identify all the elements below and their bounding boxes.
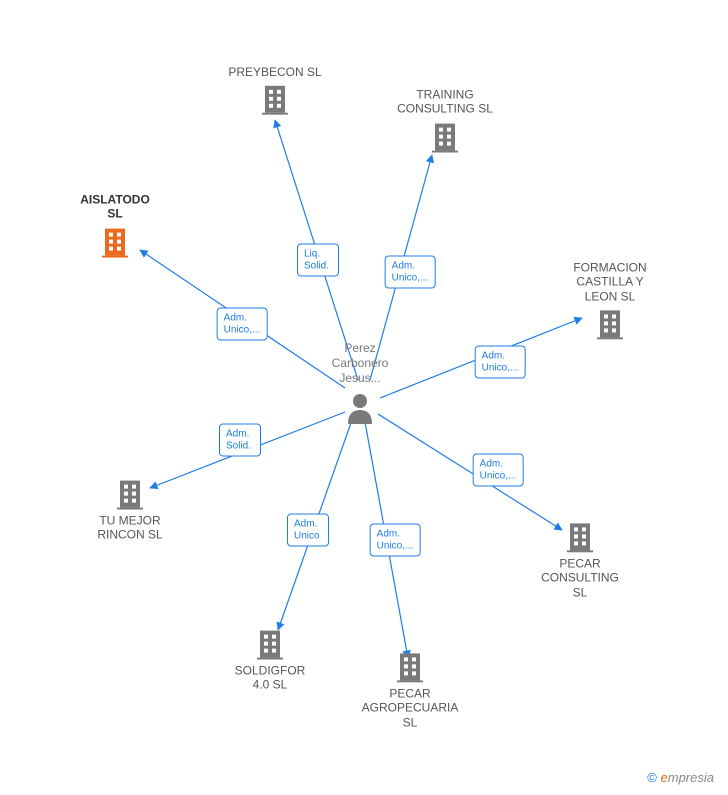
company-node-label: PREYBECON SL	[220, 65, 330, 79]
company-node-label: FORMACIONCASTILLA YLEON SL	[555, 260, 665, 303]
company-node-preybecon[interactable]: PREYBECON SL	[220, 65, 330, 115]
company-node-pecarcons[interactable]: PECARCONSULTINGSL	[525, 520, 635, 599]
edge-label-preybecon: Liq.Solid.	[297, 244, 339, 277]
copyright-symbol: ©	[647, 770, 657, 785]
building-icon	[259, 83, 291, 115]
company-node-aislatodo[interactable]: AISLATODOSL	[60, 193, 170, 258]
company-node-tumejor[interactable]: TU MEJORRINCON SL	[75, 478, 185, 543]
building-icon	[394, 650, 426, 682]
company-node-training[interactable]: TRAININGCONSULTING SL	[390, 88, 500, 153]
company-node-label: PECARCONSULTINGSL	[525, 556, 635, 599]
edge-label-soldigfor: Adm.Unico	[287, 514, 329, 547]
company-node-label: SOLDIGFOR4.0 SL	[215, 664, 325, 693]
brand-rest: mpresia	[668, 770, 714, 785]
company-node-label: TU MEJORRINCON SL	[75, 514, 185, 543]
edge-label-tumejor: Adm.Solid.	[219, 424, 261, 457]
company-node-pecaragro[interactable]: PECARAGROPECUARIA SL	[355, 650, 465, 729]
company-node-label: PECARAGROPECUARIA SL	[355, 686, 465, 729]
edge-label-pecarcons: Adm.Unico,...	[473, 454, 524, 487]
company-node-label: AISLATODOSL	[60, 193, 170, 222]
edge-label-training: Adm.Unico,...	[385, 256, 436, 289]
person-icon	[346, 392, 374, 424]
brand-first-letter: e	[661, 770, 668, 785]
edge-label-formacion: Adm.Unico,...	[475, 346, 526, 379]
building-icon	[594, 308, 626, 340]
watermark: © empresia	[647, 770, 714, 785]
edge-label-pecaragro: Adm.Unico,...	[370, 524, 421, 557]
center-node-label: PerezCarboneroJesus...	[310, 341, 410, 386]
company-node-formacion[interactable]: FORMACIONCASTILLA YLEON SL	[555, 260, 665, 339]
edge-label-aislatodo: Adm.Unico,...	[217, 308, 268, 341]
building-icon	[114, 478, 146, 510]
company-node-soldigfor[interactable]: SOLDIGFOR4.0 SL	[215, 628, 325, 693]
building-icon	[99, 225, 131, 257]
building-icon	[254, 628, 286, 660]
building-icon	[564, 520, 596, 552]
building-icon	[429, 120, 461, 152]
company-node-label: TRAININGCONSULTING SL	[390, 88, 500, 117]
center-node[interactable]: PerezCarboneroJesus...	[315, 392, 405, 424]
